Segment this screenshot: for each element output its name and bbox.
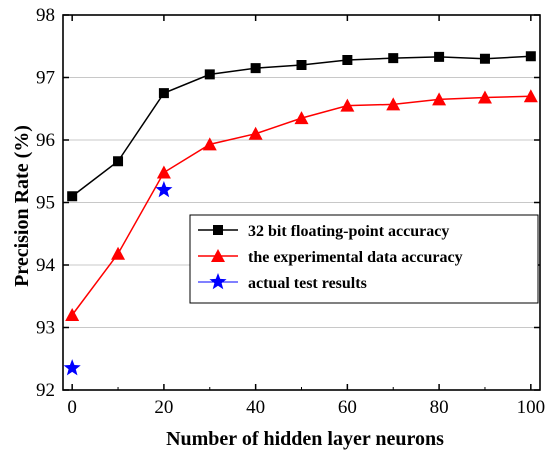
data-point-star [63,359,81,376]
x-tick-label: 40 [246,397,265,418]
y-tick-label: 94 [36,255,56,276]
series-0 [67,51,536,202]
data-point-square [113,156,124,167]
data-point-triangle [477,90,492,104]
legend-marker-triangle [211,249,225,262]
data-point-square [296,60,307,70]
data-point-square [250,63,261,74]
x-tick-label: 20 [154,397,173,418]
data-point-triangle [432,92,447,106]
legend-marker-square [213,225,223,235]
data-point-triangle [248,126,263,140]
y-axis-title: Precision Rate (%) [11,125,33,287]
data-point-triangle [523,89,538,103]
x-tick-label: 60 [338,397,357,418]
y-tick-label: 93 [36,318,55,339]
legend-item-floating-point: 32 bit floating-point accuracy [198,223,449,240]
legend-marker-star [209,273,227,290]
series-1 [65,89,538,321]
legend-label-floating-point: 32 bit floating-point accuracy [248,223,449,240]
y-tick-label: 98 [36,5,55,26]
legend: 32 bit floating-point accuracy the exper… [189,214,539,304]
data-point-square [388,53,399,64]
legend-item-experimental: the experimental data accuracy [198,249,463,266]
data-point-triangle [340,98,355,112]
data-point-square [158,88,169,99]
data-point-square [67,191,78,202]
legend-box [189,214,539,304]
data-point-square [342,55,353,65]
legend-item-actual-test: actual test results [198,273,367,292]
data-point-triangle [111,246,126,260]
legend-label-actual-test: actual test results [248,275,367,292]
legend-label-experimental: the experimental data accuracy [248,249,463,266]
y-tick-label: 92 [36,380,55,401]
series-2 [63,181,173,376]
data-point-triangle [202,137,217,151]
data-point-square [525,51,536,62]
axis-ticks: 92 93 94 95 96 97 98 0 20 40 60 80 100 [36,5,545,418]
x-tick-label: 0 [67,397,77,418]
data-point-square [204,69,215,80]
y-tick-label: 96 [36,130,55,151]
data-point-triangle [156,165,171,179]
series-layer [63,51,538,376]
x-tick-label: 100 [517,397,546,418]
y-tick-label: 97 [36,68,55,89]
data-point-square [479,53,490,64]
x-tick-label: 80 [430,397,449,418]
data-point-triangle [65,308,80,321]
data-point-triangle [294,111,309,125]
data-point-triangle [386,97,401,111]
x-axis-title: Number of hidden layer neurons [166,428,444,450]
data-point-square [434,51,445,62]
y-tick-label: 95 [36,193,55,214]
data-point-star [155,181,173,198]
